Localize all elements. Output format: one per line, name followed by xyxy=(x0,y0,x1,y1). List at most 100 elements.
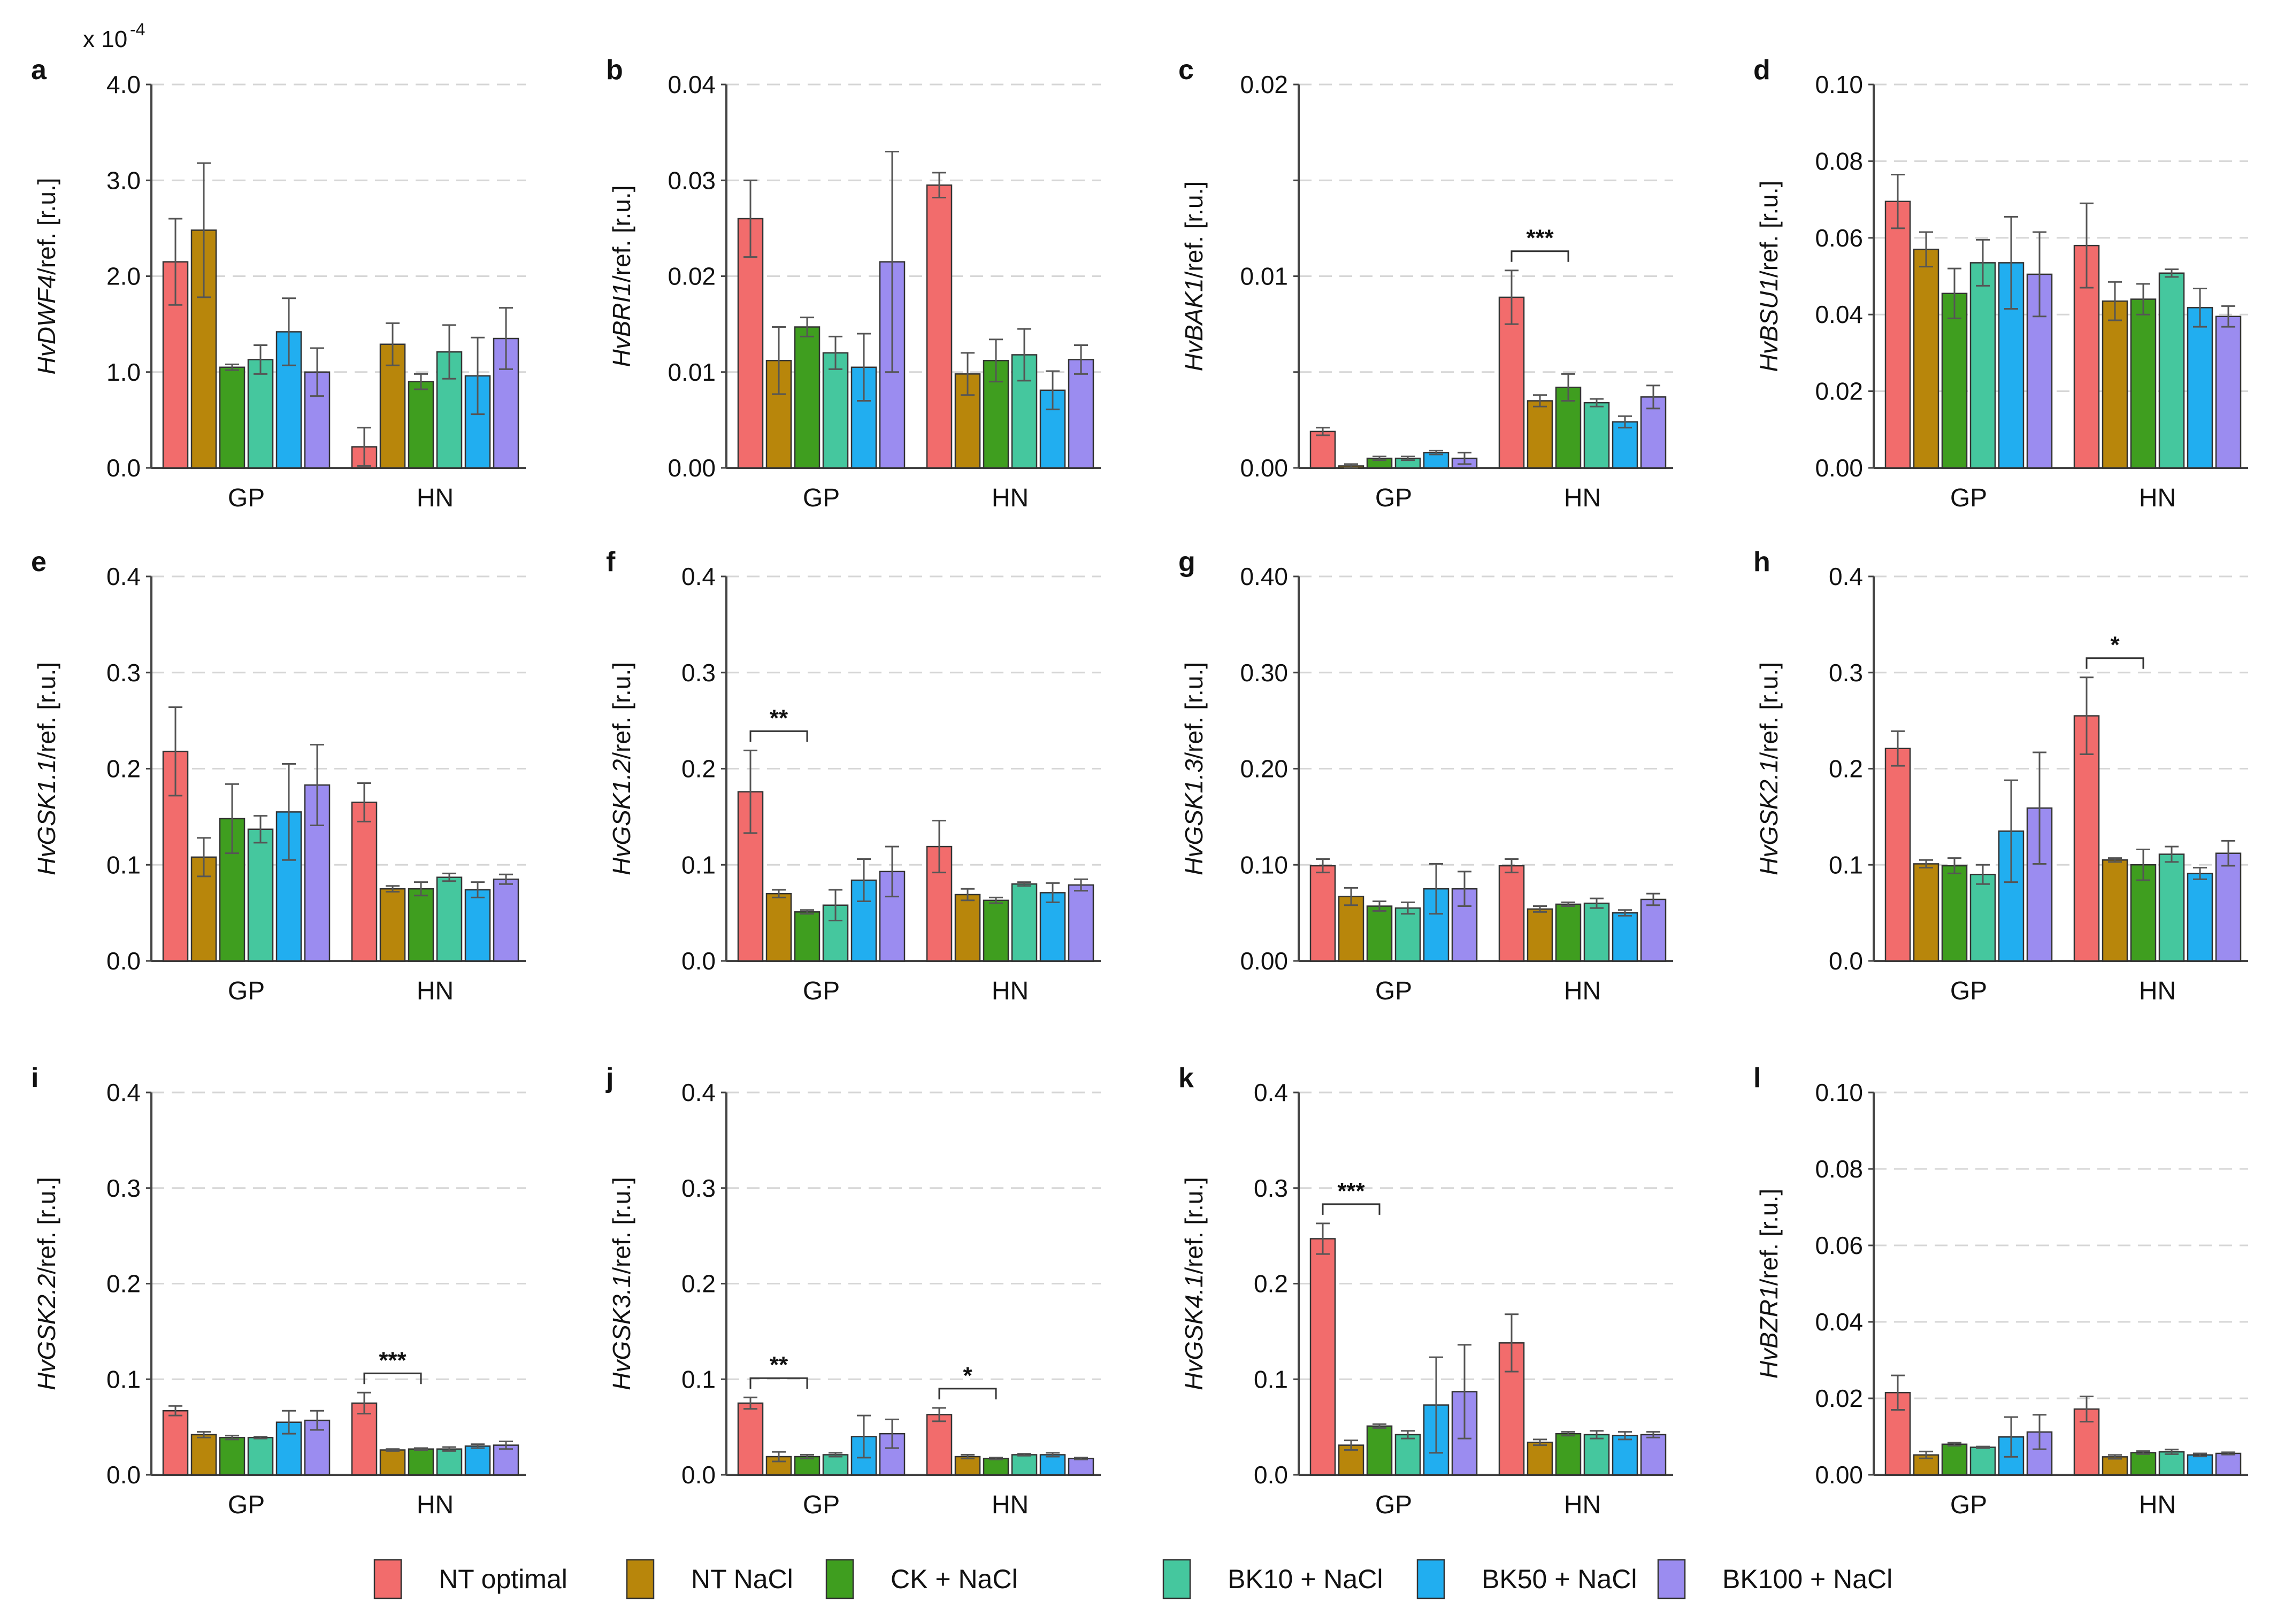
y-tick-label: 0.3 xyxy=(1829,659,1863,687)
bar-GP-3 xyxy=(219,366,246,469)
y-tick-label: 0.00 xyxy=(1815,454,1863,482)
significance-bracket xyxy=(363,1372,422,1384)
y-axis-label: HvGSK1.1/ref. [r.u.] xyxy=(33,662,60,875)
y-tick-label: 0.02 xyxy=(1815,378,1863,405)
bar-GP-1 xyxy=(1309,430,1336,469)
y-tick-label: 0.06 xyxy=(1815,224,1863,252)
x-category-label: GP xyxy=(803,1491,840,1519)
panel-letter: e xyxy=(31,547,47,578)
bar-GP-2 xyxy=(1913,249,1939,469)
y-tick-label: 0.4 xyxy=(1829,563,1863,590)
bar-GP-1 xyxy=(737,218,764,469)
bar-HN-4 xyxy=(436,876,463,962)
y-tick-label: 4.0 xyxy=(106,71,141,98)
y-tick-label: 0.1 xyxy=(106,1365,141,1393)
bar-GP-3 xyxy=(794,1456,821,1476)
y-tick-label: 0.20 xyxy=(1240,755,1288,783)
y-tick-label: 0.2 xyxy=(681,1270,716,1298)
y-tick-label: 0.01 xyxy=(1240,263,1288,290)
y-tick-label: 0.30 xyxy=(1240,659,1288,687)
y-tick-label: 0.01 xyxy=(668,358,716,386)
bar-GP-2 xyxy=(1338,896,1364,962)
legend-item-4: BK10 + NaCl xyxy=(1162,1559,1383,1599)
y-axis-unit: /ref. [r.u.] xyxy=(1180,1177,1208,1274)
legend-swatch xyxy=(1416,1559,1445,1599)
legend-swatch xyxy=(626,1559,655,1599)
panel-h: 0.0 0.1 0.2 0.3 0.4 h HvGSK2.1/ref. [r.u.] GP HN… xyxy=(1753,547,2248,1005)
y-tick-label: 0.3 xyxy=(106,1174,141,1202)
y-tick-label: 0.1 xyxy=(1829,851,1863,879)
y-tick-label: 0.2 xyxy=(1829,755,1863,783)
bar-GP-3 xyxy=(1366,1425,1393,1476)
y-axis-unit: /ref. [r.u.] xyxy=(33,1177,60,1274)
bar-HN-4 xyxy=(1583,402,1610,469)
x-category-label: HN xyxy=(1564,977,1601,1005)
significance-label: * xyxy=(963,1363,972,1389)
bar-HN-4 xyxy=(1583,902,1610,962)
bar-HN-5 xyxy=(464,1445,491,1476)
y-tick-label: 0.08 xyxy=(1815,1155,1863,1183)
y-tick-label: 0.10 xyxy=(1815,71,1863,98)
legend-label: BK100 + NaCl xyxy=(1722,1564,1892,1594)
legend-label: CK + NaCl xyxy=(891,1564,1018,1594)
bar-GP-4 xyxy=(822,1454,849,1476)
y-tick-label: 0.4 xyxy=(106,1079,141,1106)
bar-HN-6 xyxy=(2215,315,2242,469)
y-tick-label: 0.0 xyxy=(106,454,141,482)
panel-letter: k xyxy=(1178,1063,1194,1094)
y-axis-unit: /ref. [r.u.] xyxy=(608,186,635,283)
y-tick-label: 0.2 xyxy=(106,1270,141,1298)
panel-letter: b xyxy=(606,55,623,86)
legend-swatch xyxy=(1657,1559,1686,1599)
bar-HN-6 xyxy=(1068,884,1094,962)
panel-letter: c xyxy=(1178,55,1194,86)
bar-GP-1 xyxy=(162,1410,189,1476)
bar-HN-6 xyxy=(2215,852,2242,962)
y-axis-unit: /ref. [r.u.] xyxy=(1755,662,1783,759)
bar-HN-2 xyxy=(1527,1441,1553,1476)
bar-HN-3 xyxy=(983,899,1009,962)
significance-label: ** xyxy=(770,1352,788,1378)
legend-item-5: BK50 + NaCl xyxy=(1416,1559,1637,1599)
gene-name: HvBZR1 xyxy=(1755,1286,1783,1379)
bar-HN-4 xyxy=(1011,1454,1038,1476)
significance-label: ** xyxy=(770,705,788,731)
bar-GP-3 xyxy=(1941,1443,1968,1476)
bar-HN-1 xyxy=(2073,715,2100,962)
bar-HN-3 xyxy=(983,359,1009,469)
bar-HN-4 xyxy=(2158,272,2185,469)
bar-HN-5 xyxy=(2187,873,2213,962)
y-axis-label: HvBAK1/ref. [r.u.] xyxy=(1180,181,1208,371)
x-category-label: GP xyxy=(228,977,265,1005)
significance-label: *** xyxy=(1526,225,1554,251)
panel-letter: i xyxy=(31,1063,39,1094)
significance-bracket xyxy=(1511,250,1569,262)
bar-GP-1 xyxy=(737,1402,764,1476)
chart-panels: 0.0 1.0 2.0 3.0 4.0 a x 10 -4 HvDWF4/ref. [r.u.]… xyxy=(31,20,2248,1519)
y-axis-label: HvGSK2.1/ref. [r.u.] xyxy=(1755,662,1783,875)
bar-HN-3 xyxy=(1555,1433,1582,1476)
bar-GP-4 xyxy=(247,359,274,469)
x-category-label: HN xyxy=(992,977,1029,1005)
bar-HN-5 xyxy=(1612,421,1638,469)
x-category-label: HN xyxy=(2139,484,2176,512)
y-tick-label: 0.00 xyxy=(668,454,716,482)
bar-GP-1 xyxy=(1884,201,1911,469)
bar-GP-4 xyxy=(1969,1446,1996,1476)
y-tick-label: 0.4 xyxy=(681,563,716,590)
bar-HN-2 xyxy=(954,1456,981,1476)
y-tick-label: 0.06 xyxy=(1815,1232,1863,1259)
bar-HN-4 xyxy=(2158,853,2185,962)
y-axis-unit: /ref. [r.u.] xyxy=(1755,181,1783,278)
y-tick-label: 0.1 xyxy=(106,851,141,879)
y-axis-unit: /ref. [r.u.] xyxy=(33,662,60,759)
significance-bracket xyxy=(749,1377,808,1389)
legend-item-1: NT optimal xyxy=(373,1559,568,1599)
panel-letter: l xyxy=(1753,1063,1761,1094)
y-tick-label: 1.0 xyxy=(106,358,141,386)
y-tick-label: 0.2 xyxy=(106,755,141,783)
bar-HN-2 xyxy=(2102,859,2128,962)
y-axis-label: HvGSK2.2/ref. [r.u.] xyxy=(33,1177,60,1390)
bar-HN-4 xyxy=(1011,883,1038,962)
